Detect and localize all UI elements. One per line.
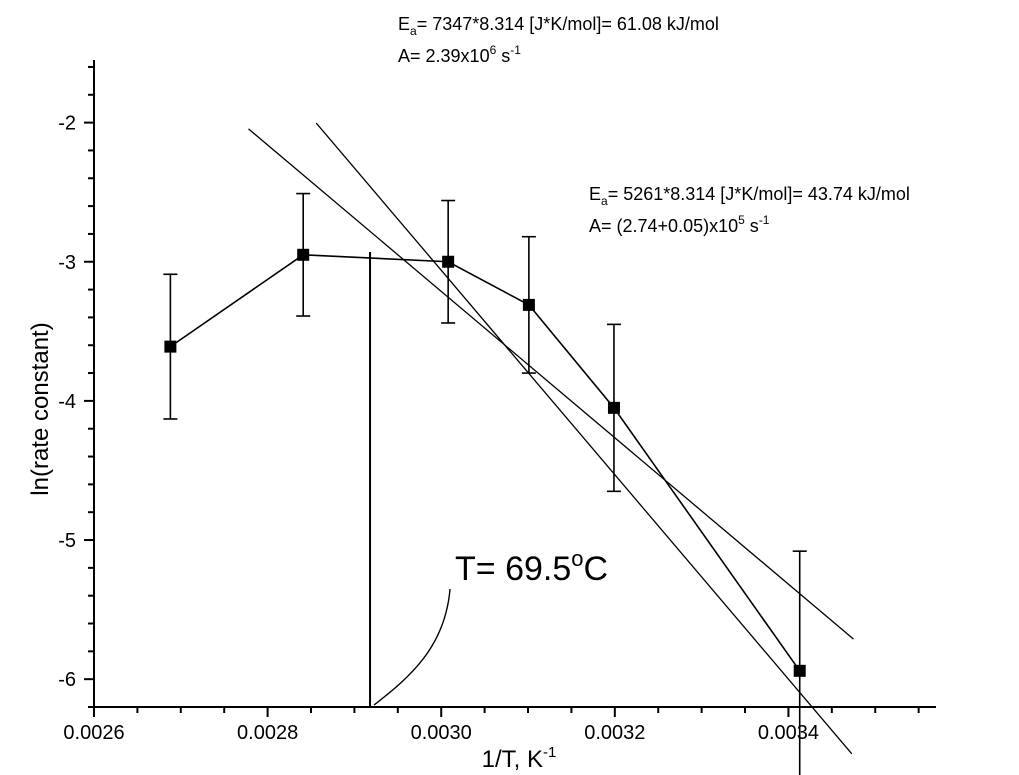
x-axis-label: 1/T, K-1 [482, 744, 557, 773]
data-point [297, 248, 310, 261]
fit-line-1 [315, 122, 853, 755]
y-tick-label: -2 [58, 113, 76, 135]
axes [93, 60, 936, 708]
y-tick-label: -5 [58, 530, 76, 552]
fit1-a-annotation: A= 2.39x106 s-1 [398, 43, 521, 66]
callout-leader-line [373, 588, 451, 706]
y-axis-label: ln(rate constant) [27, 322, 54, 495]
fit-lines [248, 122, 854, 755]
y-tick-label: -3 [58, 252, 76, 274]
data-series [163, 192, 807, 775]
y-tick-label: -4 [58, 391, 76, 413]
x-ticks: 0.0026 0.0028 0.0030 0.0032 0.0034 [63, 707, 920, 744]
x-tick-label: 0.0034 [758, 722, 819, 744]
x-tick-label: 0.0028 [237, 722, 298, 744]
data-point [607, 401, 620, 414]
data-point [442, 255, 455, 268]
data-point [793, 664, 806, 677]
y-ticks: -2 -3 -4 -5 -6 [58, 65, 94, 708]
y-tick-label: -6 [58, 669, 76, 691]
temperature-callout: T= 69.5oC [455, 546, 608, 588]
x-tick-label: 0.0032 [584, 722, 645, 744]
fit2-ea-annotation: Ea= 5261*8.314 [J*K/mol]= 43.74 kJ/mol [589, 184, 910, 208]
x-tick-label: 0.0026 [63, 722, 124, 744]
fit2-a-annotation: A= (2.74+0.05)x105 s-1 [589, 213, 770, 236]
data-point [522, 298, 535, 311]
fit-line-2 [248, 128, 854, 640]
fit1-ea-annotation: Ea= 7347*8.314 [J*K/mol]= 61.08 kJ/mol [398, 14, 719, 38]
x-tick-label: 0.0030 [411, 722, 472, 744]
data-point [164, 340, 177, 353]
series-connecting-line [169, 253, 801, 672]
